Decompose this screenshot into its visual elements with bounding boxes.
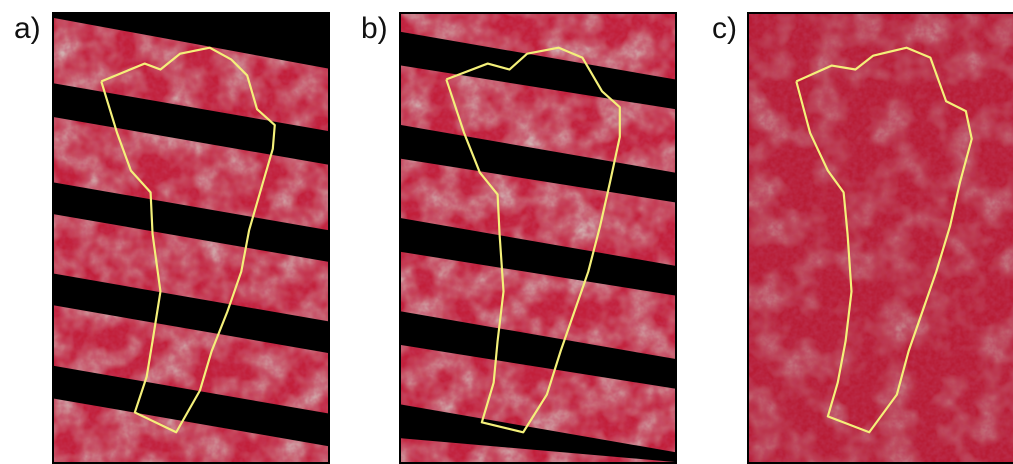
panel-label-c: c) [712, 12, 737, 45]
field-boundary-outline-c [795, 46, 973, 434]
satellite-image-b [401, 14, 675, 462]
panel-label-b: b) [361, 12, 388, 45]
panel-c [747, 12, 1013, 464]
satellite-image-c [749, 14, 1013, 462]
panel-label-a: a) [14, 12, 41, 45]
field-boundary-outline-a [100, 46, 276, 434]
panel-b [399, 12, 677, 464]
panel-a [52, 12, 330, 464]
satellite-image-a [54, 14, 328, 462]
scan-line-gaps-b [401, 31, 675, 462]
field-boundary-outline-b [445, 46, 621, 434]
